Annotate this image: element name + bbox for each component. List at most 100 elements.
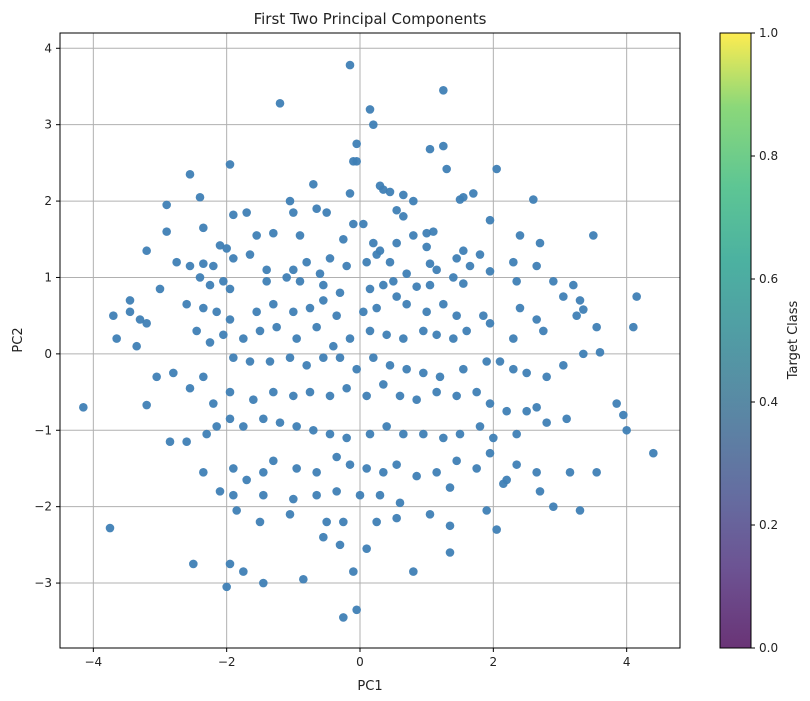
data-point xyxy=(309,425,318,435)
data-point xyxy=(262,265,271,275)
data-point xyxy=(512,276,521,286)
data-point xyxy=(305,387,315,397)
y-tick-label: 1 xyxy=(44,270,52,284)
data-point xyxy=(245,250,255,259)
data-point xyxy=(482,506,491,515)
data-point xyxy=(142,319,151,328)
data-point xyxy=(369,238,378,248)
colorbar-tick-label: 0.0 xyxy=(759,641,778,655)
data-point xyxy=(259,414,268,424)
data-point xyxy=(199,372,208,382)
data-point xyxy=(335,540,345,550)
data-point xyxy=(565,467,575,477)
data-point xyxy=(182,437,191,447)
data-point xyxy=(375,490,385,500)
data-point xyxy=(475,422,485,431)
data-point xyxy=(385,187,395,197)
data-point xyxy=(469,189,478,198)
data-point xyxy=(269,228,278,238)
data-point xyxy=(109,311,118,320)
data-point xyxy=(342,261,351,271)
data-point xyxy=(629,322,638,332)
data-point xyxy=(395,498,405,508)
data-point xyxy=(105,523,115,533)
data-point xyxy=(459,192,468,202)
data-point xyxy=(325,429,335,439)
data-point xyxy=(549,502,558,511)
colorbar-frame xyxy=(719,32,752,649)
data-point xyxy=(355,490,365,500)
data-point xyxy=(522,368,531,378)
data-point xyxy=(289,265,298,275)
data-point xyxy=(579,305,588,314)
data-point xyxy=(365,284,375,294)
data-point xyxy=(142,400,151,410)
data-point xyxy=(402,269,411,278)
data-point xyxy=(185,383,195,393)
y-axis-label: PC2 xyxy=(11,327,26,352)
data-point xyxy=(485,319,495,328)
data-point xyxy=(135,315,145,324)
data-point xyxy=(385,361,395,370)
data-point xyxy=(352,364,361,374)
data-point xyxy=(345,60,355,70)
data-point xyxy=(339,234,348,244)
data-point xyxy=(432,265,441,275)
data-point xyxy=(199,223,208,233)
data-point xyxy=(165,437,175,447)
data-point xyxy=(259,578,268,588)
data-point xyxy=(412,282,421,291)
data-point xyxy=(369,120,378,129)
data-point xyxy=(592,467,601,477)
data-point xyxy=(285,510,295,519)
data-point xyxy=(162,227,171,236)
data-point xyxy=(575,506,585,515)
data-point xyxy=(612,399,621,408)
data-point xyxy=(459,279,468,288)
data-point xyxy=(325,391,335,401)
data-points xyxy=(79,60,658,622)
data-point xyxy=(112,334,121,343)
data-point xyxy=(412,395,421,405)
data-point xyxy=(445,548,455,557)
data-point xyxy=(502,406,511,416)
x-axis-label: PC1 xyxy=(357,679,382,694)
data-point xyxy=(365,429,375,439)
data-point xyxy=(499,479,508,489)
data-point xyxy=(162,200,171,210)
data-point xyxy=(492,525,501,534)
data-point xyxy=(259,490,268,500)
data-point xyxy=(319,532,328,542)
data-point xyxy=(142,246,151,256)
data-point xyxy=(439,433,448,443)
data-point xyxy=(532,467,541,477)
data-point xyxy=(342,433,351,443)
data-point xyxy=(432,330,441,340)
data-point xyxy=(382,422,391,431)
data-point xyxy=(419,429,428,439)
data-point xyxy=(199,259,208,269)
x-tick-label: 4 xyxy=(623,655,631,669)
data-point xyxy=(265,357,275,366)
data-point xyxy=(349,567,358,576)
data-point xyxy=(452,254,461,263)
data-point xyxy=(649,448,658,458)
data-point xyxy=(579,349,588,359)
data-point xyxy=(312,322,321,332)
data-point xyxy=(269,299,278,309)
grid-lines xyxy=(60,33,680,648)
data-point xyxy=(399,212,408,221)
data-point xyxy=(335,353,345,362)
data-point xyxy=(365,105,375,114)
data-point xyxy=(402,299,411,309)
data-point xyxy=(485,267,495,276)
data-point xyxy=(229,353,238,362)
data-point xyxy=(202,429,211,439)
data-point xyxy=(272,322,281,332)
data-point xyxy=(252,231,261,240)
data-point xyxy=(275,98,285,108)
data-point xyxy=(465,261,475,271)
data-point xyxy=(349,219,358,229)
data-point xyxy=(365,326,375,336)
